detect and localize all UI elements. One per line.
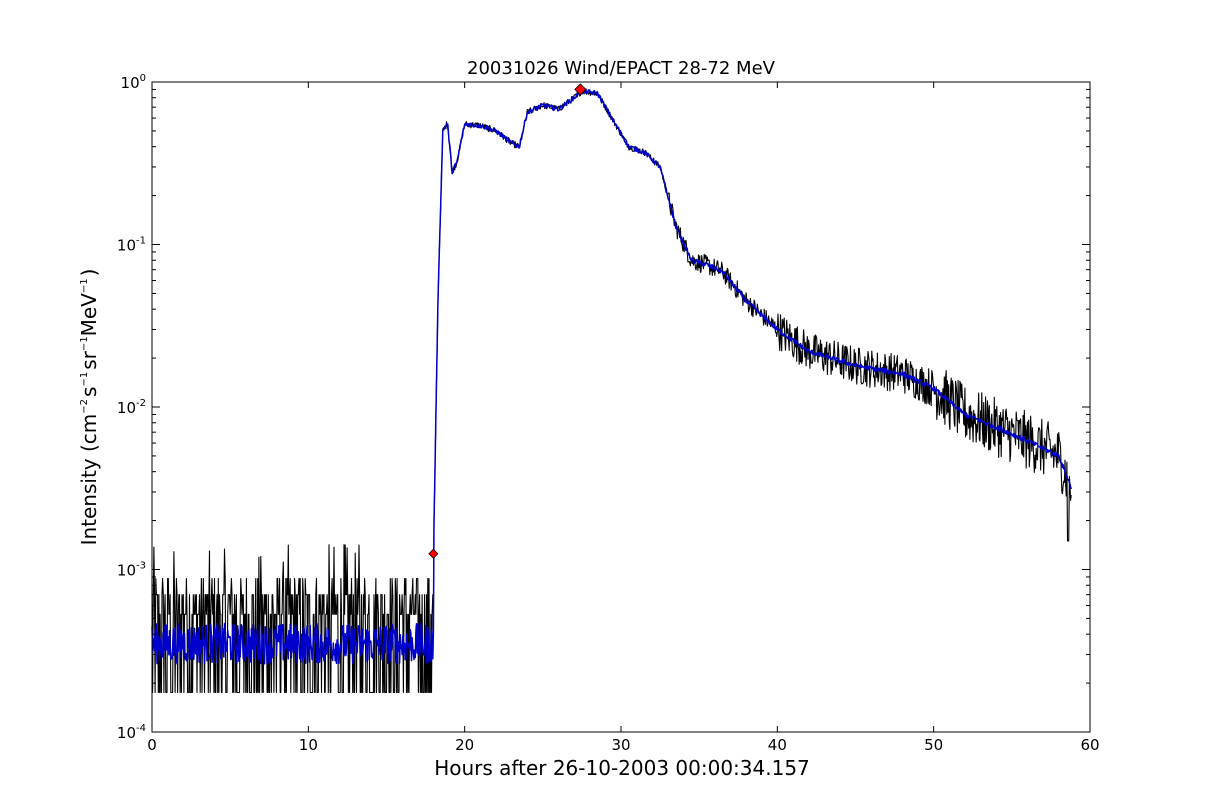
y-axis-label: Intensity (cm−2s−1sr−1MeV−1): [77, 269, 101, 546]
y-tick-label: 10-4: [117, 723, 146, 742]
x-tick-label: 50: [924, 736, 943, 754]
onset-marker: [428, 548, 439, 559]
y-tick-label: 10-1: [117, 236, 146, 255]
y-axis-label-part: s: [77, 387, 101, 397]
y-axis-label-part: Intensity (cm: [77, 414, 101, 546]
y-tick-label: 10-3: [117, 561, 146, 580]
y-axis-label-exponent: −1: [79, 336, 90, 351]
x-tick-label: 10: [299, 736, 318, 754]
y-axis-label-exponent: −2: [79, 399, 90, 414]
x-tick-label: 60: [1080, 736, 1099, 754]
y-axis-label-part: ): [77, 269, 101, 277]
x-tick-label: 20: [455, 736, 474, 754]
smoothed-series-line: [151, 88, 1072, 665]
y-axis-label-part: MeV: [77, 293, 101, 337]
y-axis-label-exponent: −1: [79, 278, 90, 293]
x-tick-label: 40: [768, 736, 787, 754]
chart-title: 20031026 Wind/EPACT 28-72 MeV: [467, 58, 776, 79]
y-tick-label: 100: [121, 73, 146, 92]
ticks-layer: 0 10 20 30 40 50 60 100 10-1 10-2 10-3 10-4: [117, 73, 1100, 754]
x-axis-label: Hours after 26-10-2003 00:00:34.157: [434, 756, 810, 780]
peak-marker: [574, 83, 587, 96]
x-tick-label: 30: [611, 736, 630, 754]
marker-layer: [428, 83, 587, 559]
y-tick-label: 10-2: [117, 398, 146, 417]
series-layer: [151, 88, 1072, 694]
plot-area: 0 10 20 30 40 50 60 100 10-1 10-2 10-3 10-4: [117, 73, 1100, 754]
y-axis-label-exponent: −1: [79, 372, 90, 387]
y-axis-label-part: sr: [77, 350, 101, 369]
x-tick-label: 0: [147, 736, 157, 754]
